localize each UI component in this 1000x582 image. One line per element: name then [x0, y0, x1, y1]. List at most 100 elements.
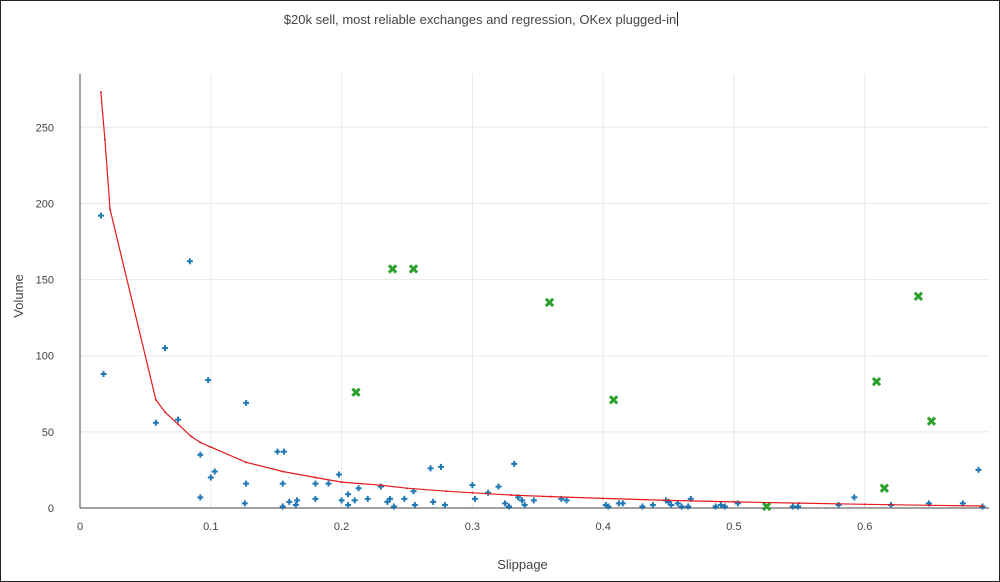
data-point-blue — [437, 463, 444, 470]
regression-line — [100, 92, 983, 507]
data-point-blue — [427, 465, 434, 472]
data-point-blue — [605, 503, 612, 510]
data-point-blue — [390, 503, 397, 510]
data-point-blue — [441, 501, 448, 508]
data-point-blue — [502, 500, 509, 507]
data-point-blue — [835, 501, 842, 508]
text-caret — [677, 12, 679, 26]
data-point-blue — [668, 501, 675, 508]
data-point-blue — [685, 503, 692, 510]
data-point-blue — [312, 480, 319, 487]
regression-point — [109, 208, 112, 211]
regression-point — [190, 435, 193, 438]
data-point-blue — [351, 497, 358, 504]
data-point-green — [408, 264, 419, 274]
regression-point — [103, 138, 106, 141]
data-point-green — [387, 264, 398, 274]
data-point-blue — [355, 485, 362, 492]
data-point-blue — [386, 495, 393, 502]
regression-point — [602, 497, 605, 500]
data-point-blue — [639, 503, 646, 510]
x-tick-label: 0.6 — [857, 521, 872, 533]
data-point-blue — [345, 501, 352, 508]
regression-point — [863, 503, 866, 506]
data-point-blue — [207, 474, 214, 481]
data-point-blue — [292, 501, 299, 508]
data-point-blue — [674, 500, 681, 507]
y-tick-label: 100 — [36, 351, 54, 363]
x-tick-label: 0.4 — [596, 521, 611, 533]
data-point-blue — [312, 495, 319, 502]
data-point-blue — [325, 480, 332, 487]
data-point-blue — [712, 503, 719, 510]
data-point-blue — [281, 448, 288, 455]
x-tick-label: 0.3 — [465, 521, 480, 533]
data-point-blue — [721, 503, 728, 510]
regression-point — [164, 411, 167, 414]
regression-point — [510, 494, 513, 497]
y-tick-label: 250 — [36, 122, 54, 134]
regression-point — [281, 470, 284, 473]
data-point-blue — [186, 258, 193, 265]
x-tick-label: 0 — [77, 521, 83, 533]
data-point-blue — [530, 497, 537, 504]
data-point-blue — [243, 480, 250, 487]
regression-point — [379, 484, 382, 487]
data-point-green — [871, 376, 882, 387]
data-point-blue — [279, 503, 286, 510]
regression-point — [199, 441, 202, 444]
data-point-blue — [335, 471, 342, 478]
data-point-blue — [97, 212, 104, 219]
data-point-blue — [211, 468, 218, 475]
data-point-blue — [649, 501, 656, 508]
data-point-green — [879, 483, 890, 493]
regression-point — [405, 487, 408, 490]
regression-point — [798, 502, 801, 505]
y-tick-label: 150 — [36, 275, 54, 287]
data-point-blue — [519, 497, 526, 504]
data-point-blue — [734, 500, 741, 507]
data-point-blue — [789, 503, 796, 510]
data-point-blue — [243, 399, 250, 406]
data-point-blue — [241, 500, 248, 507]
data-point-blue — [286, 498, 293, 505]
data-point-blue — [469, 482, 476, 489]
data-point-blue — [162, 345, 169, 352]
data-point-blue — [495, 483, 502, 490]
x-tick-label: 0.5 — [726, 521, 741, 533]
data-point-blue — [795, 503, 802, 510]
data-point-blue — [430, 498, 437, 505]
data-point-green — [913, 291, 924, 301]
data-point-blue — [401, 495, 408, 502]
data-point-blue — [511, 460, 518, 467]
data-point-green — [608, 395, 619, 405]
y-tick-label: 50 — [42, 427, 54, 439]
data-point-blue — [471, 495, 478, 502]
data-point-blue — [851, 494, 858, 501]
y-tick-label: 0 — [48, 503, 54, 515]
regression-point — [209, 446, 212, 449]
data-point-blue — [563, 497, 570, 504]
data-point-blue — [619, 500, 626, 507]
regression-point — [929, 504, 932, 507]
data-point-blue — [175, 416, 182, 423]
data-point-green — [351, 387, 361, 397]
data-point-blue — [678, 503, 685, 510]
data-point-blue — [975, 466, 982, 473]
data-point-blue — [521, 501, 528, 508]
regression-point — [314, 476, 317, 479]
regression-point — [732, 500, 735, 503]
chart-title-wrap: $20k sell, most reliable exchanges and r… — [1, 12, 961, 27]
regression-point — [667, 499, 670, 502]
data-point-blue — [100, 370, 107, 377]
regression-point — [549, 495, 552, 498]
data-point-blue — [485, 489, 492, 496]
data-point-blue — [197, 451, 204, 458]
regression-point — [177, 423, 180, 426]
regression-point — [445, 490, 448, 493]
data-point-blue — [294, 497, 301, 504]
data-point-blue — [338, 497, 345, 504]
regression-point — [981, 505, 984, 508]
